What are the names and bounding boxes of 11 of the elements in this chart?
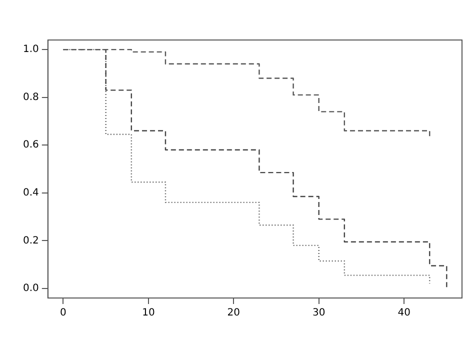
y-tick-label: 1.0 xyxy=(22,44,39,56)
y-tick-label: 0.4 xyxy=(22,187,39,198)
x-tick-label: 0 xyxy=(60,308,66,319)
x-tick-label: 40 xyxy=(398,308,410,319)
x-tick-label: 30 xyxy=(312,308,326,319)
x-tick-label: 10 xyxy=(142,308,155,319)
x-tick-label: 20 xyxy=(227,308,240,319)
y-tick-label: 0.8 xyxy=(22,92,39,103)
y-tick-label: 0.6 xyxy=(22,140,39,151)
y-tick-label: 0.0 xyxy=(22,283,39,294)
y-tick-label: 0.2 xyxy=(22,235,39,246)
